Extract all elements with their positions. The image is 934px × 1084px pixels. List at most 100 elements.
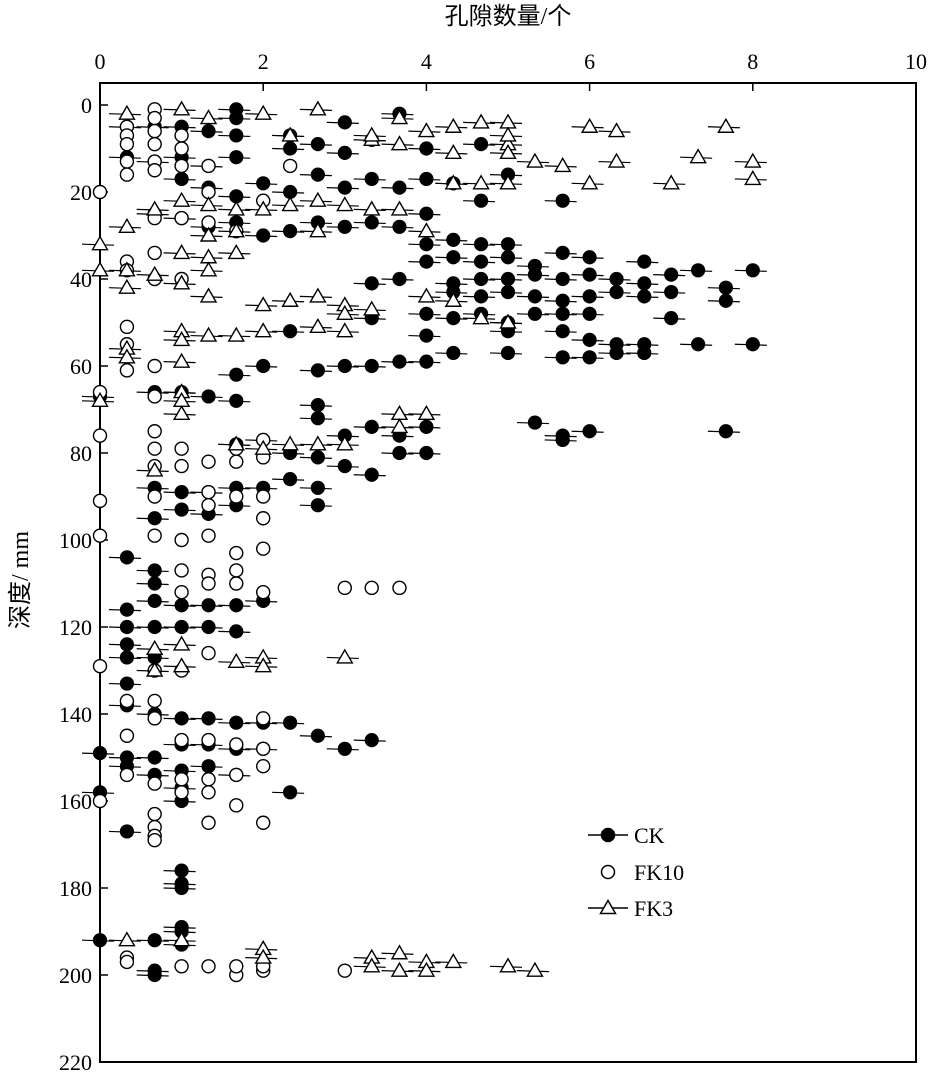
data-point-ck <box>555 245 570 260</box>
data-point-fk3 <box>227 200 245 216</box>
data-point-ck <box>283 224 298 239</box>
data-point-fk10 <box>92 793 108 809</box>
data-point-fk10 <box>201 454 216 469</box>
data-point-fk3 <box>526 961 544 977</box>
data-point-fk3 <box>281 435 299 451</box>
series-fk3 <box>81 100 767 977</box>
data-point-fk10 <box>174 585 189 600</box>
data-point-fk3 <box>172 352 191 368</box>
data-point-ck <box>419 445 434 461</box>
data-point-ck <box>201 598 216 613</box>
data-point-fk10 <box>174 441 189 456</box>
data-point-fk10 <box>147 358 162 374</box>
data-point-ck <box>582 289 597 304</box>
data-point-ck <box>337 180 352 195</box>
data-point-ck <box>229 110 244 126</box>
x-axis-ticks: 0 2 4 6 8 10 <box>95 49 927 91</box>
data-point-ck <box>555 350 570 365</box>
data-point-fk10 <box>201 815 216 830</box>
data-point-fk3 <box>254 657 272 673</box>
data-point-fk10 <box>174 772 189 787</box>
data-point-ck <box>582 350 597 365</box>
data-point-fk3 <box>118 278 136 294</box>
data-point-ck <box>419 141 434 156</box>
data-point-ck <box>337 219 352 234</box>
data-point-ck <box>364 467 379 482</box>
data-point-fk3 <box>145 639 164 655</box>
data-point-ck <box>446 250 461 265</box>
y-tick-label: 180 <box>59 876 92 901</box>
data-point-fk10 <box>201 576 216 591</box>
y-tick-label: 0 <box>81 93 92 118</box>
data-point-ck <box>174 863 189 878</box>
data-point-ck <box>527 289 543 304</box>
data-point-fk10 <box>337 963 352 978</box>
data-point-fk10 <box>92 658 108 674</box>
data-point-ck <box>392 180 407 195</box>
data-point-ck <box>555 306 570 321</box>
data-point-ck <box>229 624 244 639</box>
data-point-fk10 <box>337 580 352 596</box>
data-point-ck <box>555 193 570 208</box>
data-point-fk3 <box>91 235 109 251</box>
data-point-fk3 <box>199 287 218 303</box>
data-point-fk3 <box>309 317 327 334</box>
data-point-fk10 <box>92 428 108 443</box>
data-point-ck <box>419 254 434 269</box>
legend-label-fk10: FK10 <box>634 860 684 885</box>
data-point-fk3 <box>607 152 626 168</box>
data-point-ck <box>310 480 325 495</box>
data-point-fk10 <box>174 141 189 156</box>
data-point-ck <box>718 280 733 295</box>
legend-marker-ck <box>600 827 616 843</box>
x-tick-label: 6 <box>584 49 595 74</box>
data-point-fk10 <box>229 798 244 813</box>
data-point-fk3 <box>417 404 436 421</box>
y-tick-label: 40 <box>70 267 92 292</box>
data-point-fk10 <box>147 424 162 439</box>
data-point-fk3 <box>363 126 381 142</box>
data-point-ck <box>337 145 352 160</box>
data-point-fk3 <box>662 174 680 190</box>
data-point-ck <box>527 267 543 282</box>
data-point-fk3 <box>118 348 136 364</box>
data-point-fk10 <box>147 693 162 709</box>
data-point-fk3 <box>336 648 354 664</box>
data-point-ck <box>119 550 135 565</box>
series-layer <box>81 100 767 983</box>
data-point-fk10 <box>119 136 135 152</box>
data-point-ck <box>92 746 108 761</box>
data-point-ck <box>119 676 135 691</box>
data-point-ck <box>473 271 489 287</box>
data-point-ck <box>92 933 108 948</box>
data-point-fk3 <box>199 261 218 277</box>
data-point-fk3 <box>336 304 354 320</box>
legend-marker-fk3 <box>599 898 617 915</box>
data-point-fk3 <box>172 274 191 290</box>
data-point-ck <box>582 306 597 321</box>
data-point-fk10 <box>147 110 162 126</box>
data-point-fk3 <box>254 296 272 312</box>
data-point-ck <box>664 311 679 326</box>
data-point-fk3 <box>281 126 299 142</box>
x-tick-label: 4 <box>421 49 432 74</box>
data-point-fk3 <box>227 222 245 238</box>
data-point-fk10 <box>147 245 162 261</box>
data-point-fk3 <box>118 104 136 120</box>
data-point-fk3 <box>417 961 436 977</box>
data-point-fk10 <box>119 154 135 169</box>
data-point-fk3 <box>580 174 599 190</box>
x-tick-label: 0 <box>95 49 106 74</box>
data-point-ck <box>446 232 461 247</box>
data-point-ck <box>310 728 325 743</box>
data-point-ck <box>500 284 516 300</box>
data-point-fk3 <box>444 291 463 307</box>
data-point-fk10 <box>119 319 135 335</box>
data-point-fk3 <box>499 174 517 190</box>
y-tick-label: 20 <box>70 180 92 205</box>
data-point-fk10 <box>229 576 244 591</box>
data-point-ck <box>147 619 162 635</box>
data-point-ck <box>364 276 379 291</box>
data-point-ck <box>201 389 216 404</box>
y-tick-label: 60 <box>70 354 92 379</box>
